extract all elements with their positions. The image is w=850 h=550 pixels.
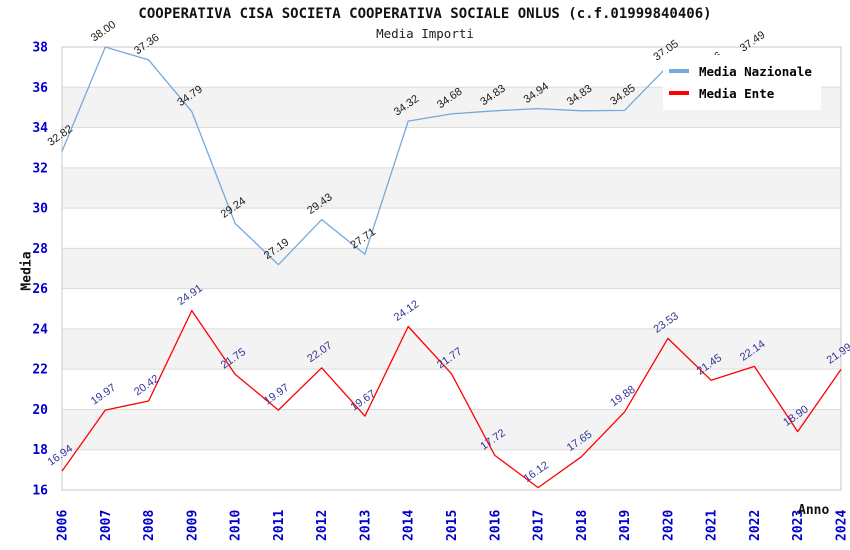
- svg-text:2011: 2011: [272, 510, 287, 541]
- svg-text:2009: 2009: [185, 510, 200, 541]
- svg-text:2016: 2016: [488, 510, 503, 541]
- svg-text:2022: 2022: [748, 510, 763, 541]
- svg-text:20: 20: [32, 403, 48, 418]
- svg-text:38: 38: [32, 41, 48, 56]
- svg-text:2021: 2021: [705, 510, 720, 541]
- svg-text:32.82: 32.82: [46, 123, 75, 149]
- svg-text:2012: 2012: [315, 510, 330, 541]
- chart-subtitle: Media Importi: [376, 26, 474, 41]
- svg-text:26: 26: [32, 282, 48, 297]
- svg-text:16.94: 16.94: [46, 443, 75, 469]
- svg-text:24: 24: [32, 322, 48, 337]
- legend-item-ente: Media Ente: [669, 82, 817, 104]
- svg-text:2023: 2023: [791, 510, 806, 541]
- svg-text:2017: 2017: [532, 510, 547, 541]
- svg-text:36: 36: [32, 81, 48, 96]
- svg-text:28: 28: [32, 242, 48, 257]
- svg-text:22: 22: [32, 363, 48, 378]
- legend-label-ente: Media Ente: [699, 85, 775, 101]
- svg-text:2020: 2020: [661, 510, 676, 541]
- svg-text:2007: 2007: [99, 510, 114, 541]
- svg-text:34: 34: [32, 121, 48, 136]
- legend-label-nazionale: Media Nazionale: [699, 63, 812, 79]
- legend-swatch-nazionale: [669, 69, 689, 73]
- svg-text:32: 32: [32, 161, 48, 176]
- y-axis-title: Media: [19, 251, 35, 291]
- svg-text:27.71: 27.71: [349, 226, 378, 252]
- svg-text:30: 30: [32, 202, 48, 217]
- svg-text:2008: 2008: [142, 510, 157, 541]
- legend-swatch-ente: [669, 91, 689, 95]
- svg-text:2013: 2013: [358, 510, 373, 541]
- x-axis-title: Anno: [798, 503, 830, 518]
- svg-text:2024: 2024: [835, 510, 850, 541]
- svg-text:16: 16: [32, 484, 48, 499]
- svg-text:19.97: 19.97: [89, 382, 118, 408]
- svg-text:2015: 2015: [445, 510, 460, 541]
- svg-text:24.12: 24.12: [392, 298, 421, 324]
- svg-text:2010: 2010: [229, 510, 244, 541]
- chart-title: COOPERATIVA CISA SOCIETA COOPERATIVA SOC…: [138, 6, 712, 22]
- legend-item-nazionale: Media Nazionale: [669, 60, 817, 82]
- svg-text:2014: 2014: [402, 510, 417, 541]
- svg-text:2006: 2006: [56, 510, 71, 541]
- svg-text:19.88: 19.88: [608, 384, 637, 410]
- svg-text:2019: 2019: [618, 510, 633, 541]
- svg-text:19.97: 19.97: [262, 382, 291, 408]
- svg-text:2018: 2018: [575, 510, 590, 541]
- svg-text:18: 18: [32, 443, 48, 458]
- svg-text:20.42: 20.42: [132, 373, 161, 399]
- legend: Media Nazionale Media Ente: [663, 55, 821, 110]
